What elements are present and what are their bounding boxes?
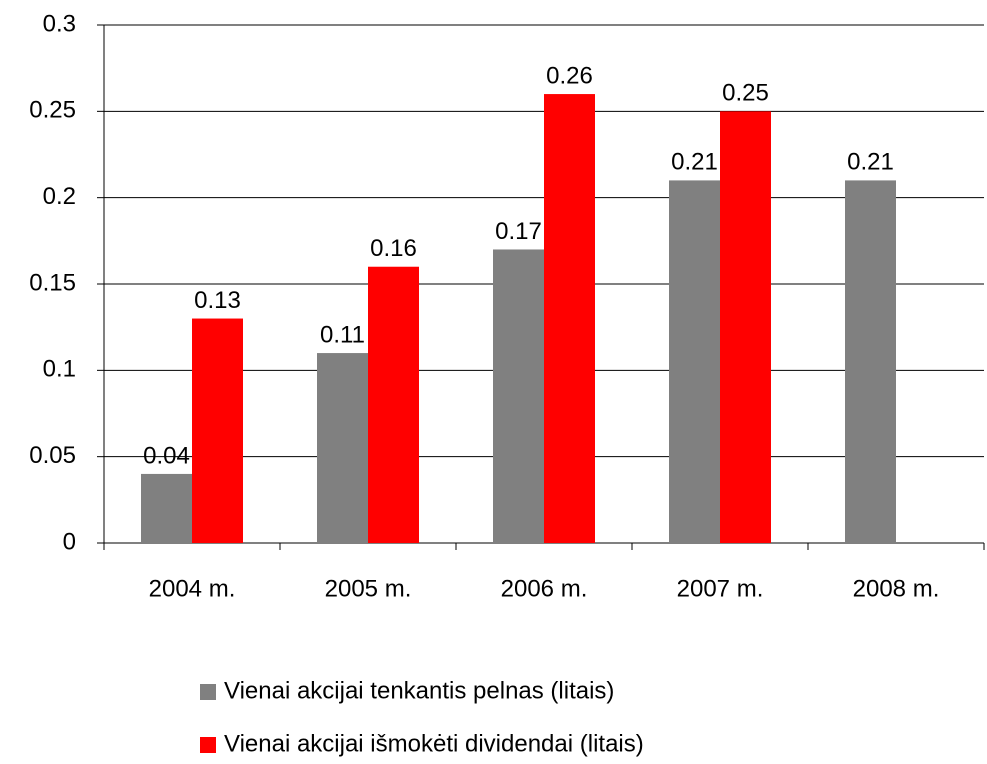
x-tick-label: 2008 m.: [853, 575, 940, 602]
y-tick-label: 0.25: [29, 97, 76, 124]
data-label: 0.21: [847, 149, 894, 176]
x-tick-label: 2006 m.: [501, 575, 588, 602]
y-tick-label: 0.05: [29, 442, 76, 469]
legend-label: Vienai akcijai tenkantis pelnas (litais): [224, 677, 614, 704]
y-tick-label: 0.15: [29, 269, 76, 296]
data-label: 0.26: [546, 62, 593, 89]
x-tick-label: 2005 m.: [325, 575, 412, 602]
y-tick-label: 0.3: [43, 10, 76, 37]
y-tick-label: 0.2: [43, 183, 76, 210]
data-label: 0.21: [671, 149, 718, 176]
data-label: 0.11: [320, 321, 365, 348]
bar: [192, 318, 243, 543]
legend-swatch: [200, 684, 216, 700]
data-label: 0.16: [370, 235, 417, 262]
bar: [317, 353, 368, 543]
bar: [368, 266, 419, 543]
legend-swatch: [200, 737, 216, 753]
bar: [845, 180, 896, 543]
bar: [720, 111, 771, 543]
bar: [544, 94, 595, 544]
data-label: 0.13: [194, 287, 241, 314]
y-tick-label: 0: [63, 528, 76, 555]
x-tick-label: 2007 m.: [677, 575, 764, 602]
bar: [141, 473, 192, 543]
legend-label: Vienai akcijai išmokėti dividendai (lita…: [224, 730, 644, 757]
bar: [493, 249, 544, 543]
x-tick-label: 2004 m.: [149, 575, 236, 602]
data-label: 0.04: [143, 442, 190, 469]
y-tick-label: 0.1: [43, 356, 76, 383]
data-label: 0.25: [722, 80, 769, 107]
bar: [669, 180, 720, 543]
data-label: 0.17: [495, 218, 542, 245]
